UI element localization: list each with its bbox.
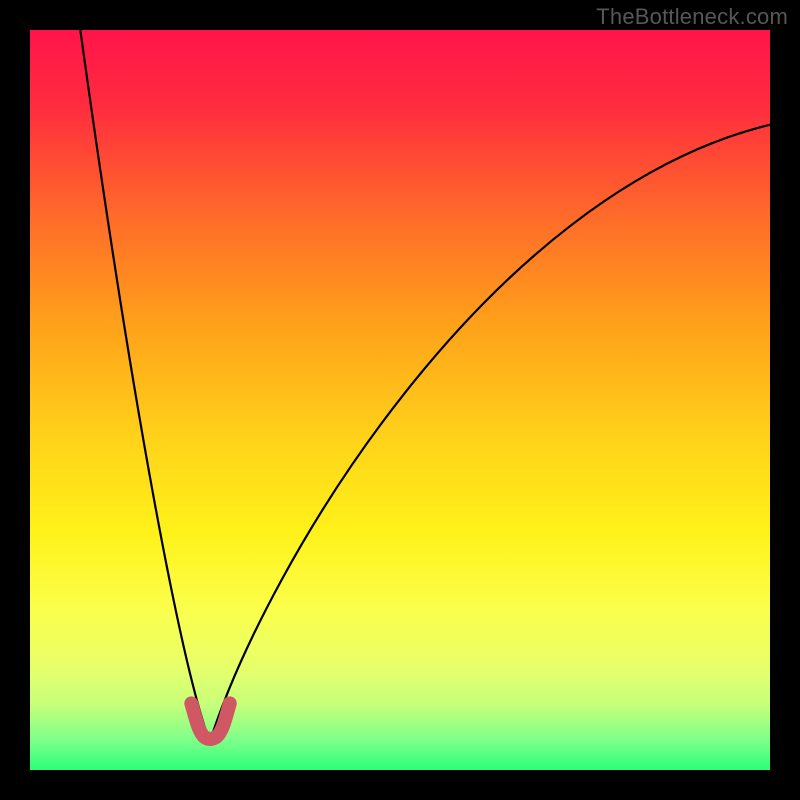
chart-frame: TheBottleneck.com (0, 0, 800, 800)
plot-area (30, 30, 770, 770)
watermark-text: TheBottleneck.com (596, 4, 788, 30)
chart-svg (30, 30, 770, 770)
